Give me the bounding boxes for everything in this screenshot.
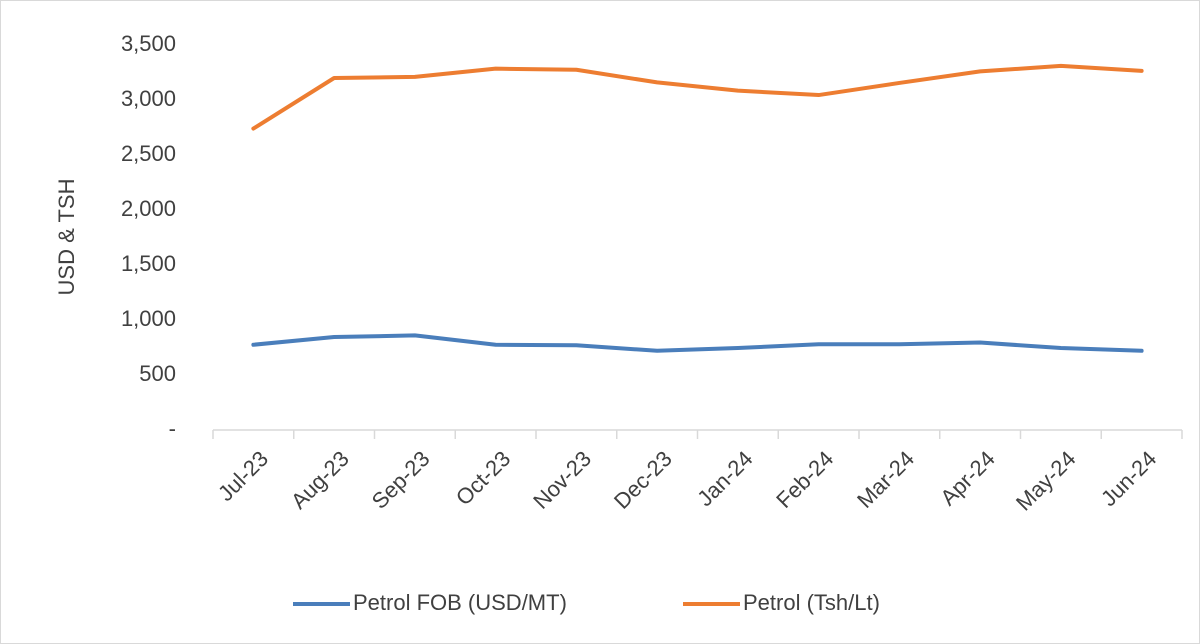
y-tick-label: -	[169, 416, 176, 441]
series-line	[251, 63, 1144, 131]
y-axis-label: USD & TSH	[54, 179, 79, 296]
legend-label: Petrol (Tsh/Lt)	[743, 590, 880, 615]
y-tick-label: 3,500	[121, 31, 176, 56]
y-tick-label: 1,500	[121, 251, 176, 276]
y-tick-label: 500	[139, 361, 176, 386]
y-tick-label: 2,000	[121, 196, 176, 221]
legend-label: Petrol FOB (USD/MT)	[353, 590, 567, 615]
y-tick-label: 2,500	[121, 141, 176, 166]
series-line	[251, 333, 1144, 353]
y-tick-label: 3,000	[121, 86, 176, 111]
y-tick-label: 1,000	[121, 306, 176, 331]
